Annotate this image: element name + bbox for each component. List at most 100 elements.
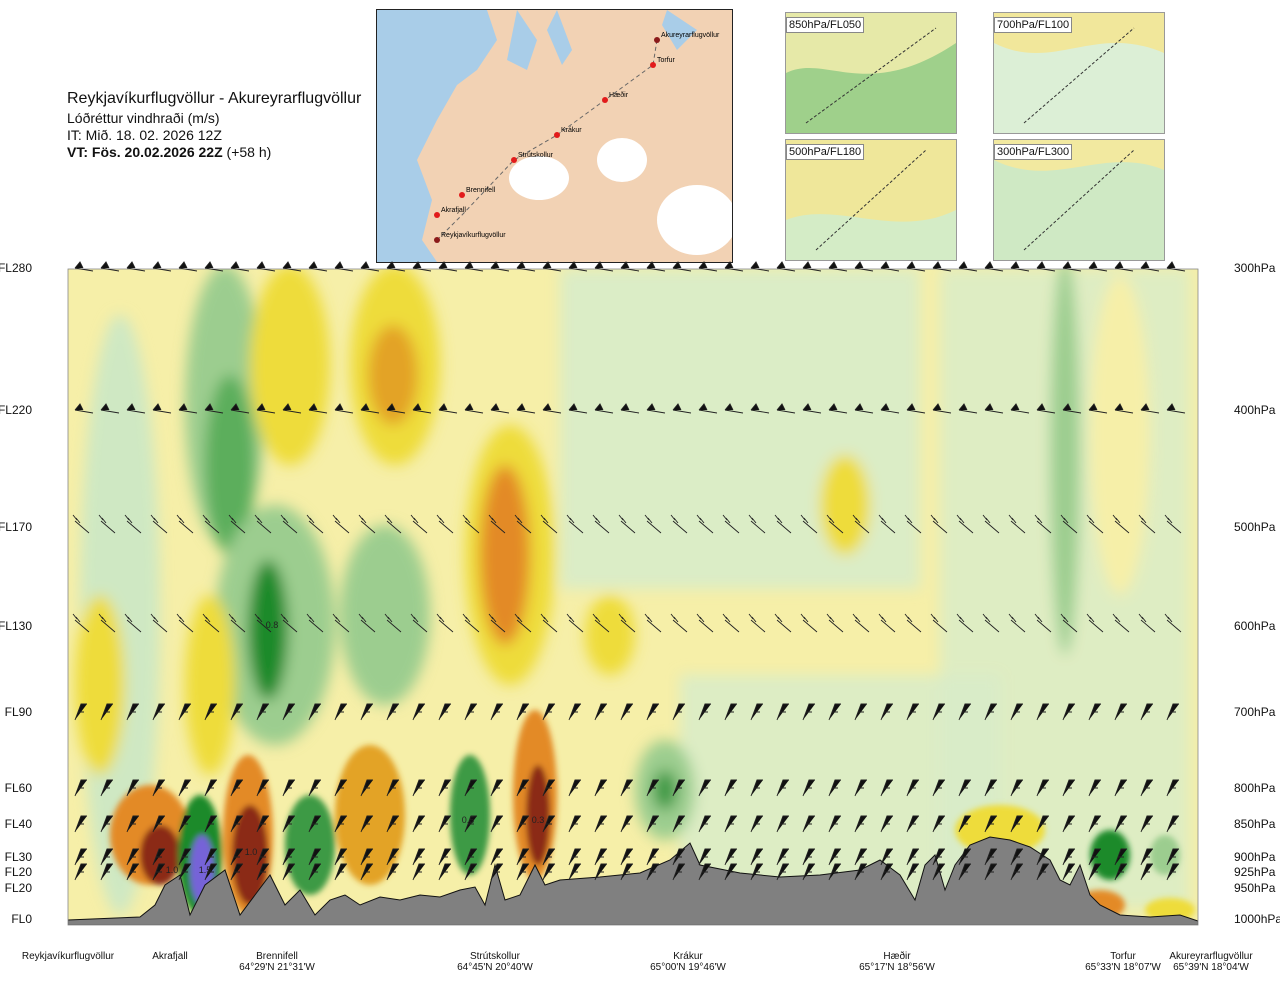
wind-barb	[568, 848, 581, 866]
wind-barb	[74, 863, 87, 881]
pressure-level-label: 300hPa	[1234, 261, 1276, 275]
wind-barb	[516, 261, 536, 272]
wind-barb	[204, 261, 224, 272]
wind-barb	[1036, 261, 1056, 272]
wind-barb	[178, 848, 191, 866]
wind-barb	[1112, 514, 1130, 534]
wind-barb	[750, 848, 763, 866]
wind-barb	[150, 613, 168, 633]
wind-barb	[1140, 848, 1153, 866]
wind-barb	[542, 863, 555, 881]
wind-barb	[724, 779, 737, 797]
terrain-profile	[68, 836, 1198, 925]
wind-barb	[620, 779, 633, 797]
wind-barb	[906, 403, 926, 414]
wind-barb	[1010, 848, 1023, 866]
location-label: Akrafjall	[110, 951, 230, 962]
route-line	[436, 39, 658, 241]
pressure-level-label: 950hPa	[1234, 881, 1276, 895]
wind-barb	[644, 613, 662, 633]
wind-barb	[696, 514, 714, 534]
wind-barb	[982, 514, 1000, 534]
contour-label: 1.0	[166, 865, 179, 875]
fjord	[662, 10, 697, 50]
wind-barb	[1086, 514, 1104, 534]
wind-barb	[1062, 848, 1075, 866]
wind-barb	[360, 863, 373, 881]
flight-level-label: FL40	[4, 817, 32, 831]
wind-barb	[152, 815, 165, 833]
wind-barb	[152, 848, 165, 866]
wind-barb	[1164, 613, 1182, 633]
wind-barb	[516, 703, 529, 721]
wind-barb	[464, 779, 477, 797]
wind-barb	[126, 779, 139, 797]
flight-level-label: FL170	[0, 520, 32, 534]
waypoint-marker	[434, 212, 440, 218]
plot-frame	[67, 268, 1199, 926]
wind-barb	[724, 815, 737, 833]
thumb-850[interactable]: 850hPa/FL050	[785, 12, 957, 134]
wind-barb	[98, 514, 116, 534]
pressure-level-label: 1000hPa	[1234, 912, 1280, 926]
wind-barb	[386, 779, 399, 797]
wind-barb	[386, 815, 399, 833]
wind-barb	[620, 863, 633, 881]
waypoint-label: Akureyrarflugvöllur	[661, 32, 720, 39]
thumb-300[interactable]: 300hPa/FL300	[993, 139, 1165, 261]
wind-barb	[698, 779, 711, 797]
location-coord: 65°00'N 19°46'W	[650, 962, 726, 973]
wind-barb	[1010, 863, 1023, 881]
location-name: Torfur	[1110, 951, 1136, 962]
wind-barb	[646, 848, 659, 866]
thumb-500[interactable]: 500hPa/FL180	[785, 139, 957, 261]
wind-barb	[1114, 815, 1127, 833]
wind-barb	[1060, 613, 1078, 633]
wind-barb	[176, 613, 194, 633]
wind-barb	[126, 403, 146, 414]
flight-level-label: FL60	[4, 781, 32, 795]
wind-barb	[1166, 261, 1186, 272]
wind-barb	[178, 261, 198, 272]
wind-barb	[802, 403, 822, 414]
wind-barb	[698, 261, 718, 272]
wind-barb	[490, 261, 510, 272]
wind-barb	[828, 863, 841, 881]
wind-barb	[282, 779, 295, 797]
wind-barb	[308, 403, 328, 414]
wind-barb	[1166, 863, 1179, 881]
wind-barb	[568, 863, 581, 881]
wind-barb	[462, 613, 480, 633]
wind-barb	[1088, 403, 1108, 414]
wind-barb	[332, 514, 350, 534]
wind-barb	[854, 261, 874, 272]
wind-barb	[1114, 863, 1127, 881]
wind-barb	[802, 703, 815, 721]
wind-barb	[932, 403, 952, 414]
wind-barb	[74, 779, 87, 797]
wind-barb	[646, 261, 666, 272]
wind-barb	[514, 514, 532, 534]
wind-barb	[386, 863, 399, 881]
wind-barb	[750, 403, 770, 414]
route-waypoints: Akureyrarflugvöllur Torfur Hæðir Krákur Strú…	[434, 32, 720, 243]
wind-barb	[438, 779, 451, 797]
wind-barb	[802, 848, 815, 866]
wind-barb	[1114, 779, 1127, 797]
thumb-700[interactable]: 700hPa/FL100	[993, 12, 1165, 134]
wind-barb	[204, 779, 217, 797]
wind-barb	[592, 613, 610, 633]
wind-barb	[1140, 403, 1160, 414]
wind-barb	[280, 514, 298, 534]
wind-barb	[254, 613, 272, 633]
contour-label: 1.0	[245, 847, 258, 857]
wind-barb	[984, 703, 997, 721]
wind-barb	[854, 779, 867, 797]
wind-barb	[230, 403, 250, 414]
wind-barb	[984, 779, 997, 797]
wind-barb	[334, 815, 347, 833]
wind-barb	[1140, 779, 1153, 797]
wind-barb	[958, 815, 971, 833]
pressure-level-label: 600hPa	[1234, 619, 1276, 633]
wind-barb	[670, 613, 688, 633]
